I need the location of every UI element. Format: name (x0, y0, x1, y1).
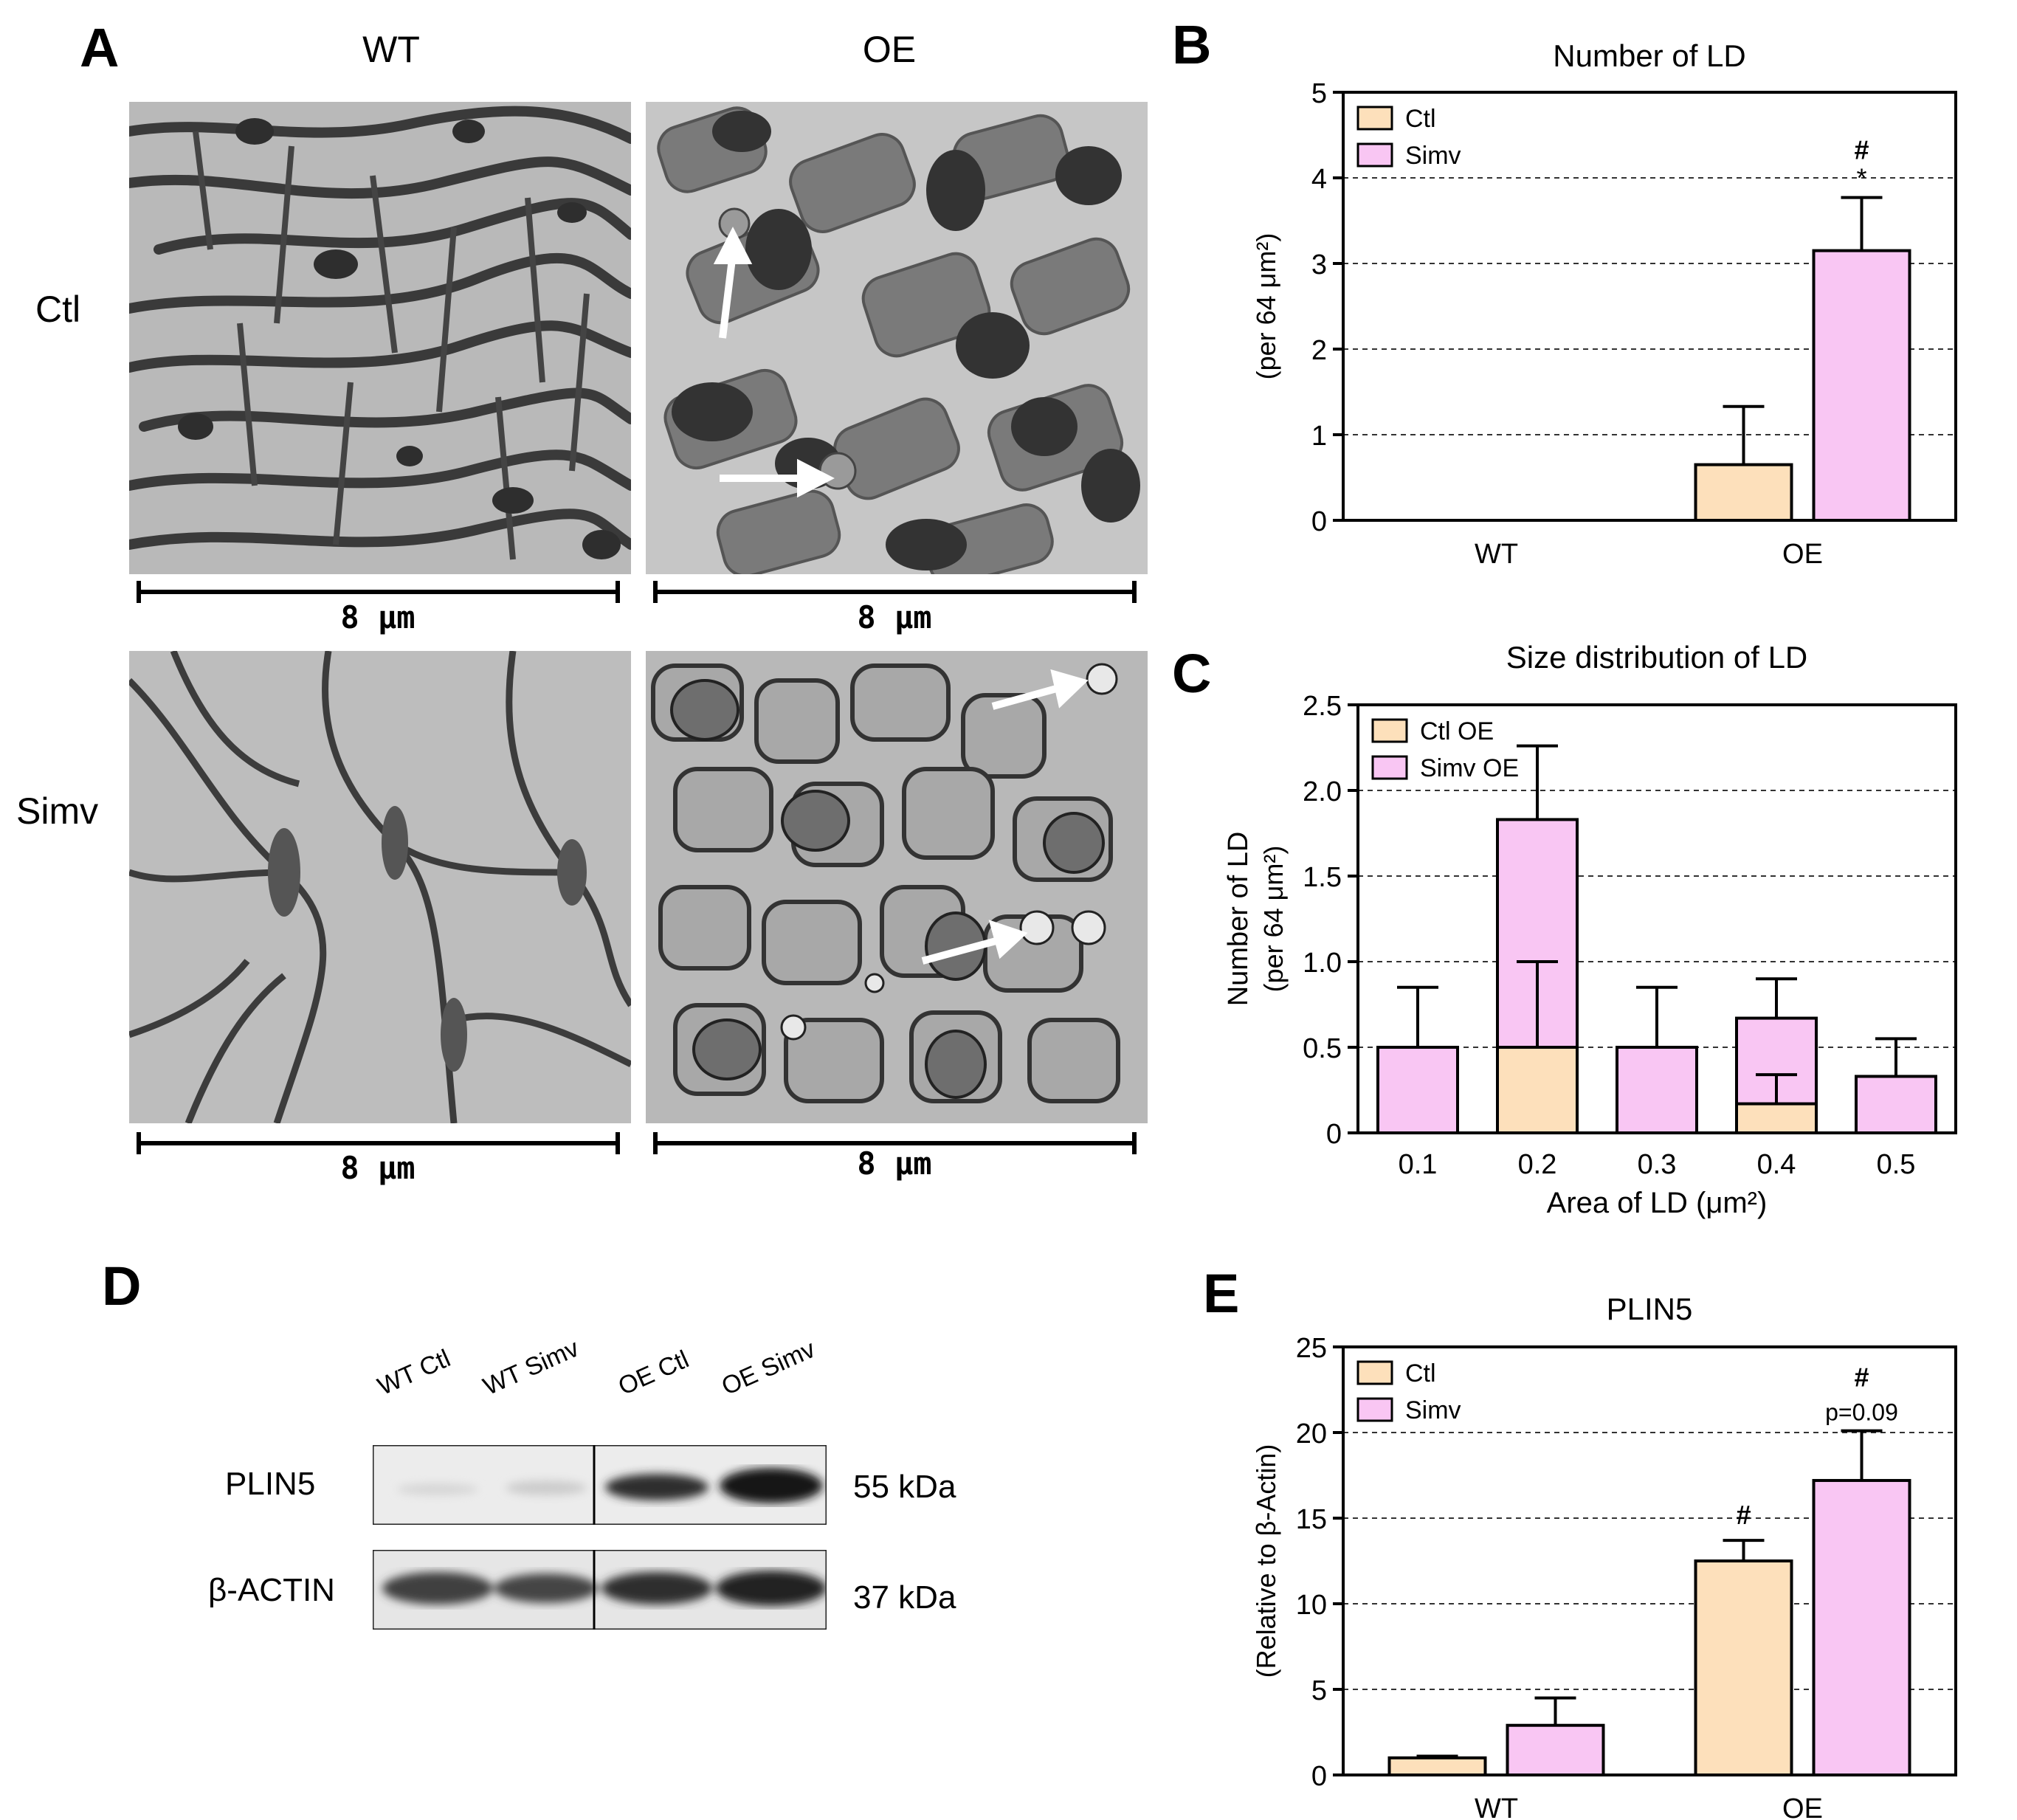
chart-b-plot-frame (1342, 91, 1957, 522)
chart-c-bar (1376, 1046, 1459, 1134)
chart-e-bar (1694, 1559, 1793, 1776)
scale-label-oe-ctl: 8 μm (857, 599, 932, 635)
chart-c-ylabel-1: Number of LD (1223, 832, 1254, 1007)
chart-b-legend-label: Simv (1405, 142, 1461, 170)
chart-c-xtick-label: 0.4 (1757, 1149, 1796, 1180)
chart-c-legend-label: Simv OE (1420, 754, 1519, 782)
chart-c-ytick-label: 1.5 (1303, 862, 1342, 893)
western-blot-plin5 (373, 1445, 827, 1525)
chart-e: PLIN5 0 5 10 15 20 25 (Relative to β-Actin) Ctl S… (1251, 1292, 1957, 1820)
chart-c-legend-swatch (1371, 718, 1408, 743)
em-image-wt-simv (129, 651, 631, 1123)
chart-b-ytick-label: 4 (1311, 164, 1327, 195)
chart-e-bar (1812, 1478, 1911, 1776)
chart-b-annotation: # (1854, 135, 1869, 165)
western-blot-actin (373, 1550, 827, 1630)
scale-bar-oe-ctl (653, 579, 1137, 609)
chart-c-xtick-label: 0.5 (1877, 1149, 1916, 1180)
chart-c: Size distribution of LD 0 0.5 1.0 1.5 2.0 2.5 N… (1223, 640, 1957, 1219)
lane-label-3: OE Ctl (614, 1345, 694, 1402)
chart-c-legend-label: Ctl OE (1420, 717, 1494, 745)
chart-b: Number of LD 0 1 2 3 4 5 (per 64 μm²) Ctl Simv WT O… (1251, 38, 1957, 570)
chart-b-title: Number of LD (1553, 38, 1745, 73)
chart-e-legend-swatch (1356, 1360, 1393, 1385)
chart-e-annotation: p=0.09 (1825, 1399, 1898, 1426)
chart-c-xlabel: Area of LD (μm²) (1547, 1187, 1768, 1219)
chart-c-bar (1616, 1046, 1698, 1134)
chart-e-bar (1387, 1756, 1487, 1776)
chart-e-legend-swatch (1356, 1397, 1393, 1422)
chart-c-ytick-label: 2.5 (1303, 691, 1342, 722)
lane-label-2: WT Simv (479, 1334, 583, 1402)
panel-a-col-wt: WT (362, 29, 420, 70)
scale-label-oe-simv: 8 μm (857, 1145, 932, 1182)
scale-label-wt-ctl: 8 μm (340, 599, 416, 635)
chart-e-ytick-label: 20 (1296, 1419, 1327, 1450)
chart-c-xtick-label: 0.3 (1638, 1149, 1677, 1180)
lane-label-1: WT Ctl (373, 1344, 455, 1402)
chart-b-ytick-label: 5 (1311, 78, 1327, 109)
chart-c-ytick-label: 2.0 (1303, 776, 1342, 807)
chart-e-title: PLIN5 (1607, 1292, 1693, 1326)
chart-e-ytick-label: 10 (1296, 1590, 1327, 1621)
chart-b-legend-swatch (1356, 106, 1393, 131)
chart-b-xtick-label: WT (1475, 539, 1518, 570)
em-image-oe-ctl (646, 102, 1148, 574)
chart-e-bar (1506, 1723, 1605, 1776)
chart-e-xtick-label: WT (1475, 1793, 1518, 1820)
chart-e-ytick-label: 5 (1311, 1675, 1327, 1706)
panel-a-row-ctl: Ctl (35, 289, 81, 330)
panel-d-letter: D (102, 1255, 142, 1317)
chart-e-annotation: # (1854, 1362, 1869, 1393)
chart-b-annotation: * (1856, 163, 1866, 193)
chart-c-ylabel-2: (per 64 μm²) (1258, 846, 1289, 993)
chart-b-ytick-label: 2 (1311, 335, 1327, 366)
chart-c-xtick-label: 0.2 (1518, 1149, 1557, 1180)
chart-e-ytick-label: 25 (1296, 1333, 1327, 1364)
em-image-oe-simv (646, 651, 1148, 1123)
chart-e-legend-label: Simv (1405, 1396, 1461, 1424)
chart-c-bar (1496, 1046, 1579, 1134)
chart-c-title: Size distribution of LD (1506, 640, 1808, 675)
chart-b-legend-swatch (1356, 142, 1393, 168)
blot-size-plin5: 55 kDa (853, 1469, 956, 1505)
chart-e-ytick-label: 15 (1296, 1504, 1327, 1535)
chart-c-bar (1735, 1102, 1818, 1134)
chart-b-xtick-label: OE (1782, 539, 1823, 570)
chart-e-ylabel: (Relative to β-Actin) (1251, 1444, 1281, 1678)
chart-c-bar (1855, 1075, 1937, 1134)
panel-b-letter: B (1172, 14, 1212, 75)
chart-b-bar (1812, 249, 1911, 522)
chart-c-xtick-label: 0.1 (1399, 1149, 1438, 1180)
scale-bar-wt-simv (137, 1131, 620, 1160)
chart-c-ytick-label: 0 (1326, 1119, 1342, 1150)
chart-b-ytick-label: 3 (1311, 249, 1327, 280)
chart-b-ytick-label: 1 (1311, 421, 1327, 452)
chart-c-legend-swatch (1371, 755, 1408, 780)
chart-e-xtick-label: OE (1782, 1793, 1823, 1820)
chart-b-ytick-label: 0 (1311, 506, 1327, 537)
scale-bar-oe-simv (653, 1131, 1137, 1160)
panel-a-letter: A (80, 17, 120, 78)
chart-e-annotation: # (1736, 1500, 1751, 1530)
panel-c-letter: C (1172, 643, 1212, 704)
chart-c-ytick-label: 0.5 (1303, 1033, 1342, 1064)
lane-label-4: OE Simv (717, 1334, 820, 1402)
chart-c-ytick-label: 1.0 (1303, 948, 1342, 979)
scale-label-wt-simv: 8 μm (340, 1150, 416, 1186)
chart-b-legend-label: Ctl (1405, 105, 1436, 133)
chart-e-plot-frame (1342, 1345, 1957, 1776)
chart-b-bar (1694, 463, 1793, 522)
blot-protein-actin: β-ACTIN (208, 1572, 335, 1608)
panel-a-col-oe: OE (862, 29, 917, 70)
chart-e-legend-label: Ctl (1405, 1359, 1436, 1388)
blot-size-actin: 37 kDa (853, 1579, 956, 1616)
panel-a-row-simv: Simv (16, 790, 99, 832)
panel-e-letter: E (1203, 1263, 1240, 1324)
scale-bar-wt-ctl (137, 579, 620, 609)
em-image-wt-ctl (129, 102, 631, 574)
blot-protein-plin5: PLIN5 (225, 1466, 316, 1502)
chart-b-ylabel: (per 64 μm²) (1251, 233, 1281, 380)
chart-e-ytick-label: 0 (1311, 1761, 1327, 1792)
